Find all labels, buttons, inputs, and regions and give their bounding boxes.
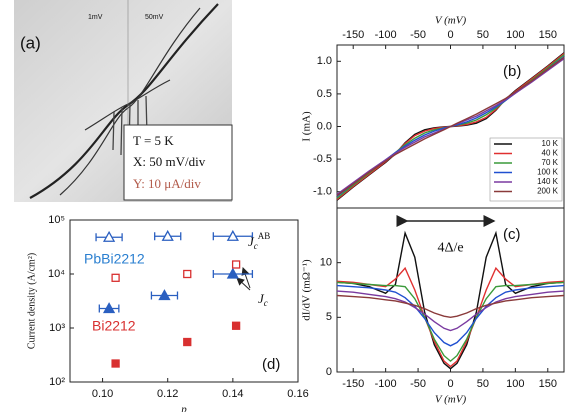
marker	[158, 289, 171, 301]
x-tick-label: 100	[506, 29, 524, 41]
x-axis-label: V (mV)	[435, 394, 467, 406]
marker	[231, 260, 241, 269]
series-line	[336, 284, 565, 347]
x-tick-label: -150	[342, 378, 364, 390]
y-tick-label: 10³	[49, 322, 65, 334]
annotation: Jc	[258, 291, 268, 308]
plot-frame	[336, 207, 565, 373]
info-text: Y: 10 μA/div	[133, 176, 201, 191]
marker	[231, 321, 241, 330]
y-tick-label: 0	[326, 366, 332, 378]
y-tick-label: 10⁵	[48, 214, 65, 226]
legend-label: 140 K	[537, 177, 559, 186]
y-tick-label: 0.0	[317, 120, 332, 132]
x-tick-label: 0.12	[157, 388, 178, 400]
panel-label: (d)	[262, 356, 280, 373]
y-tick-label: 5	[326, 311, 332, 323]
x-tick-label: 0	[447, 29, 453, 41]
y-axis-label: I (mA)	[301, 111, 313, 142]
y-tick-label: 10²	[49, 376, 65, 388]
x-tick-label: 150	[539, 378, 557, 390]
y-axis-label: dI/dV (mΩ⁻¹)	[301, 259, 313, 321]
x-tick-label: -100	[375, 378, 397, 390]
annotation: Bi2212	[92, 318, 136, 334]
panel-label: (b)	[503, 63, 521, 80]
series-line	[336, 294, 565, 319]
pointer-arrow	[241, 267, 251, 289]
y-tick-label: -1.0	[313, 186, 332, 198]
series-line	[336, 56, 565, 197]
x-tick-label: 50	[477, 29, 489, 41]
annotation: JcAB	[248, 231, 270, 251]
photo-panel: (a) 1mV 50mV T = 5 K X: 50 mV/div Y: 10 …	[14, 0, 233, 202]
x-tick-label: -50	[410, 29, 426, 41]
annotation-part: c	[264, 298, 268, 308]
info-text: X: 50 mV/div	[133, 154, 206, 169]
series-line	[336, 281, 565, 363]
annotation-part: J	[248, 234, 255, 249]
y-tick-label: 0.5	[317, 88, 332, 100]
x-axis-label: p	[180, 404, 187, 412]
x-tick-label: 0.10	[92, 388, 113, 400]
marker	[161, 229, 174, 241]
annotation-part: AB	[258, 231, 271, 241]
marker	[102, 230, 116, 242]
series-line	[336, 290, 565, 332]
legend-label: 100 K	[537, 168, 559, 177]
annotation-part: J	[258, 291, 265, 306]
y-tick-label: 10	[320, 257, 332, 269]
marker	[183, 269, 192, 279]
pointer-arrow	[236, 277, 251, 291]
scale-label: 50mV	[145, 14, 164, 21]
x-tick-label: 50	[477, 378, 489, 390]
annotation: PbBi2212	[84, 251, 145, 267]
marker	[111, 273, 120, 282]
marker	[102, 302, 116, 314]
panel-label: (a)	[20, 33, 41, 52]
y-tick-label: 10⁴	[48, 268, 65, 280]
y-axis-label: Current density (A/cm²)	[26, 253, 37, 349]
plot-frame	[69, 219, 299, 383]
legend-label: 70 K	[542, 158, 559, 167]
legend-label: 200 K	[537, 187, 559, 196]
marker	[226, 267, 239, 279]
x-tick-label: 0.16	[287, 388, 308, 400]
marker	[226, 229, 239, 241]
x-tick-label: -50	[410, 378, 426, 390]
y-tick-label: 1.0	[317, 55, 332, 67]
info-box	[123, 124, 233, 201]
marker	[111, 359, 120, 368]
x-tick-label: 150	[539, 29, 557, 41]
marker	[183, 337, 192, 347]
annotation-part: c	[254, 241, 258, 251]
x-axis-label: V (mV)	[435, 15, 467, 27]
x-tick-label: 0	[447, 378, 453, 390]
scale-label: 1mV	[88, 14, 103, 21]
panel-label: (c)	[503, 226, 521, 243]
x-tick-label: 0.14	[222, 388, 243, 400]
legend-label: 10 K	[542, 139, 559, 148]
series-line	[336, 266, 565, 368]
x-tick-label: -100	[375, 29, 397, 41]
annotation: 4Δ/e	[437, 241, 463, 256]
x-tick-label: -150	[342, 29, 364, 41]
legend-label: 40 K	[542, 149, 559, 158]
x-tick-label: 100	[506, 378, 524, 390]
info-text: T = 5 K	[133, 133, 174, 148]
legend-box	[489, 137, 563, 202]
y-tick-label: -0.5	[313, 153, 332, 165]
